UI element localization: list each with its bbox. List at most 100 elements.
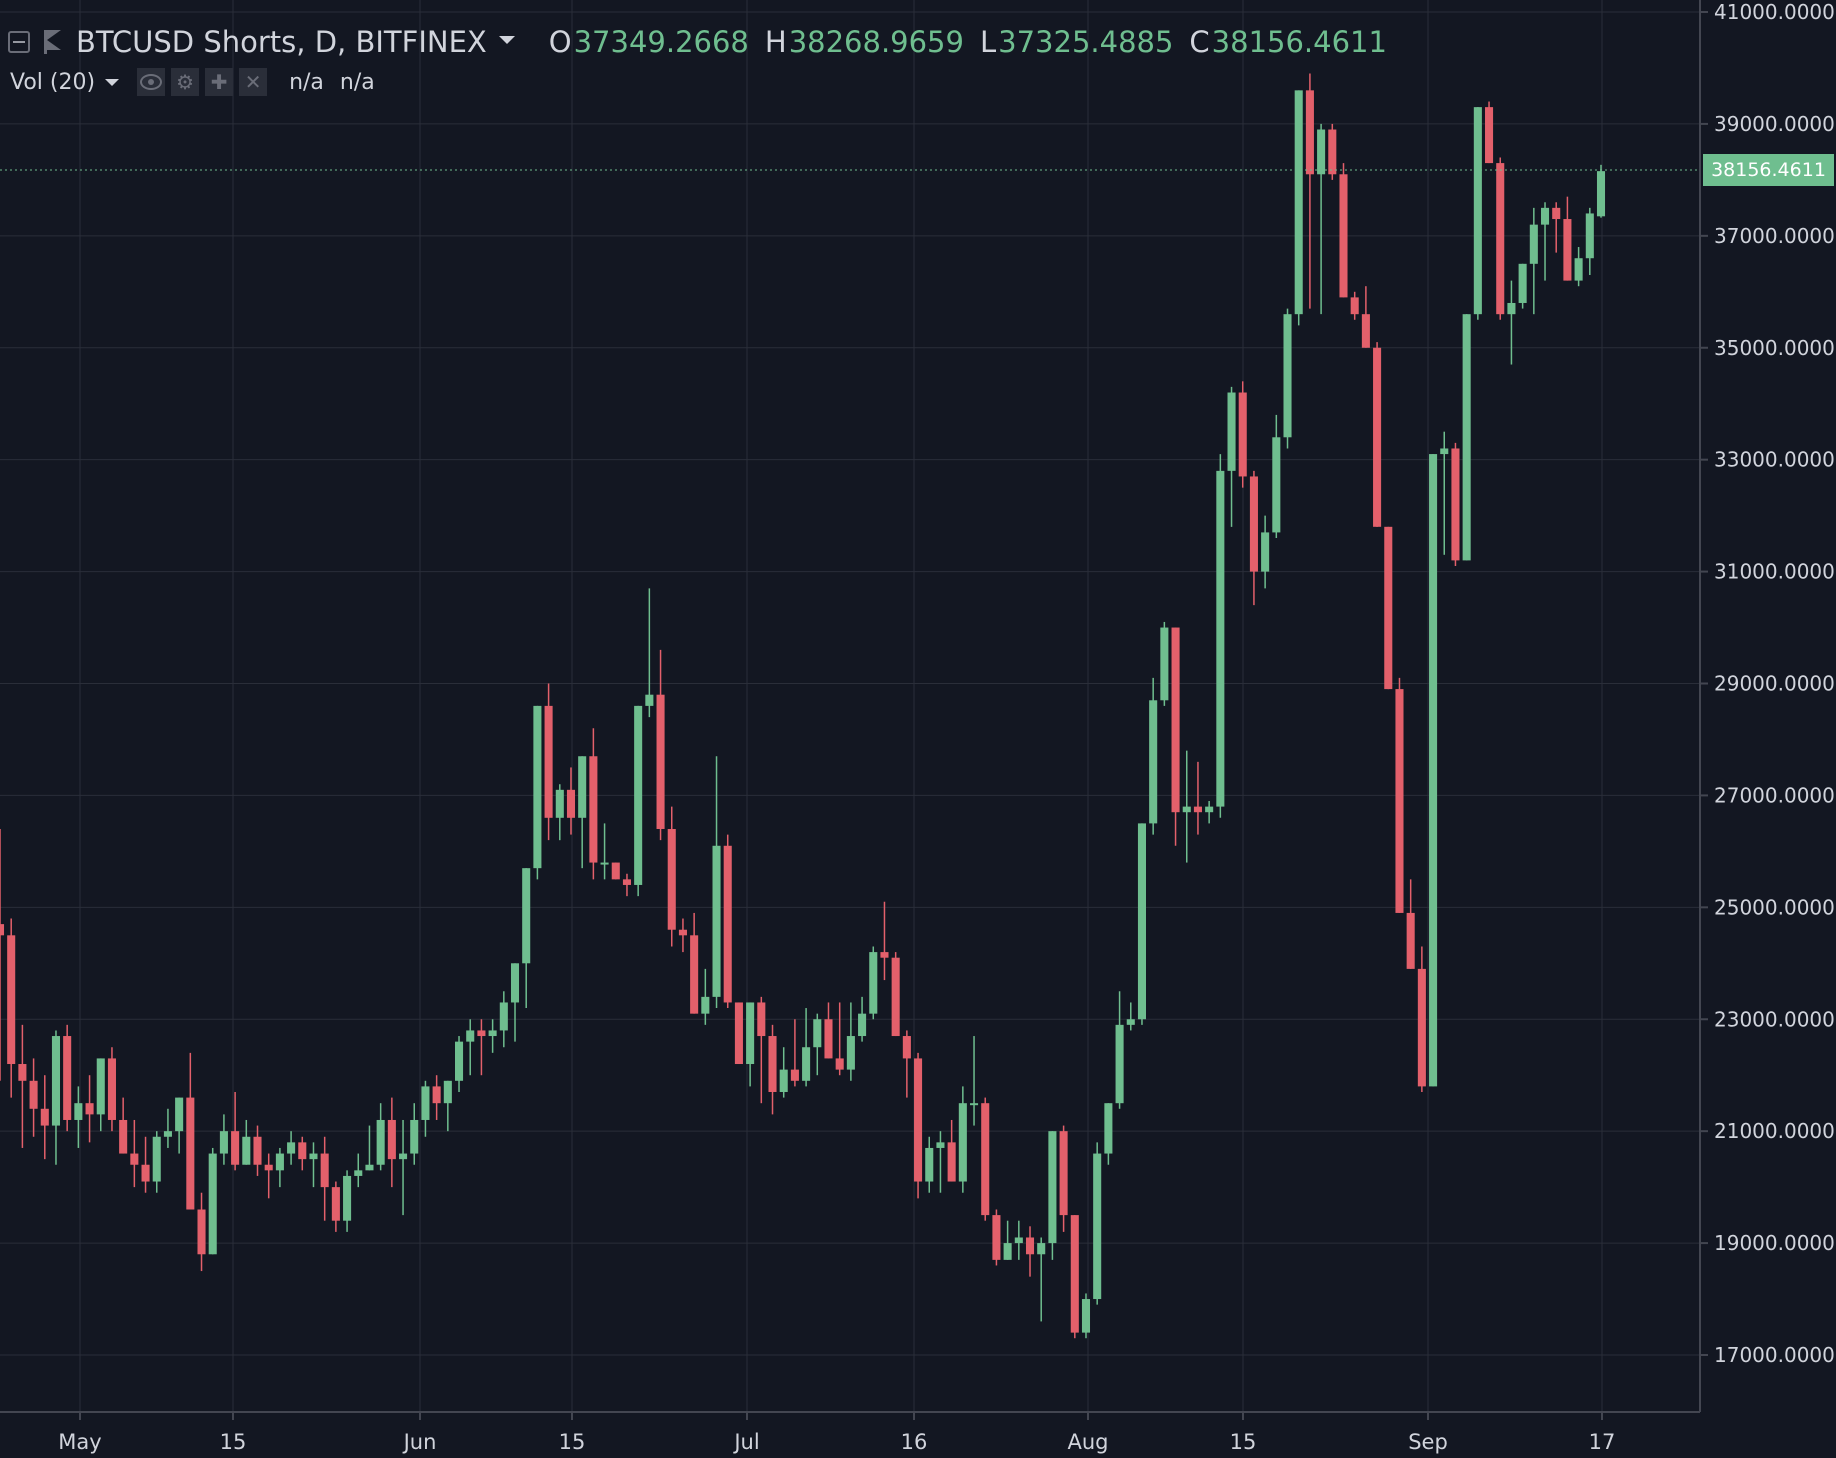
candle[interactable] <box>175 1097 184 1154</box>
candle[interactable] <box>992 1209 1001 1266</box>
candle[interactable] <box>208 1147 217 1255</box>
candle[interactable] <box>1473 107 1482 320</box>
candle[interactable] <box>734 1002 743 1065</box>
candle[interactable] <box>790 1019 799 1087</box>
candle[interactable] <box>936 1131 945 1193</box>
candle[interactable] <box>1149 677 1158 835</box>
time-axis[interactable]: May 15 Jun 15 Jul 16 Aug 15 Sep 17 <box>58 1412 1615 1454</box>
candle[interactable] <box>779 1047 788 1098</box>
candle[interactable] <box>1596 164 1606 218</box>
candle[interactable] <box>242 1119 251 1165</box>
candle[interactable] <box>1205 801 1214 824</box>
candle[interactable] <box>1462 314 1471 561</box>
candle[interactable] <box>399 1119 408 1216</box>
candle[interactable] <box>354 1153 363 1188</box>
candle[interactable] <box>477 1019 486 1076</box>
candle[interactable] <box>1507 280 1516 365</box>
candle[interactable] <box>1384 526 1393 690</box>
candle[interactable] <box>1137 823 1147 1025</box>
candle[interactable] <box>589 728 598 880</box>
candle[interactable] <box>119 1097 128 1154</box>
candle[interactable] <box>611 862 620 880</box>
candle[interactable] <box>880 901 889 981</box>
candle[interactable] <box>466 1019 475 1076</box>
candle[interactable] <box>130 1119 139 1188</box>
candle[interactable] <box>309 1142 318 1188</box>
candle[interactable] <box>85 1075 94 1143</box>
candle[interactable] <box>275 1147 284 1188</box>
candle[interactable] <box>1417 946 1426 1092</box>
candle[interactable] <box>846 1002 855 1081</box>
candle[interactable] <box>443 1080 452 1132</box>
candle[interactable] <box>1328 123 1337 180</box>
candle[interactable] <box>264 1153 273 1199</box>
candle[interactable] <box>1003 1220 1012 1260</box>
eye-icon[interactable] <box>137 68 166 96</box>
candle[interactable] <box>914 1052 923 1199</box>
symbol-title[interactable]: BTCUSD Shorts, D, BITFINEX <box>76 25 487 59</box>
candle[interactable] <box>40 1075 49 1160</box>
candle[interactable] <box>690 912 699 1014</box>
candle[interactable] <box>757 996 766 1104</box>
candle[interactable] <box>678 918 687 953</box>
candle[interactable] <box>958 1086 967 1193</box>
candle[interactable] <box>600 823 609 880</box>
candle[interactable] <box>1070 1215 1079 1339</box>
candle[interactable] <box>634 705 643 897</box>
candle[interactable] <box>925 1136 934 1193</box>
candle[interactable] <box>970 1036 979 1126</box>
candle[interactable] <box>1317 123 1326 315</box>
candle[interactable] <box>802 1008 811 1087</box>
candle[interactable] <box>1037 1237 1046 1322</box>
candle[interactable] <box>1238 381 1247 488</box>
candle[interactable] <box>667 806 676 947</box>
candle[interactable] <box>0 828 5 1081</box>
candle[interactable] <box>701 968 710 1025</box>
candle[interactable] <box>768 1024 777 1115</box>
candle[interactable] <box>1563 196 1572 281</box>
candle[interactable] <box>343 1170 352 1232</box>
candle[interactable] <box>891 952 900 1037</box>
candle[interactable] <box>1574 247 1583 287</box>
candle[interactable] <box>219 1114 228 1165</box>
candle[interactable] <box>287 1131 296 1165</box>
candle[interactable] <box>1496 157 1505 320</box>
candle[interactable] <box>813 1013 822 1076</box>
candle[interactable] <box>1451 442 1460 566</box>
candle[interactable] <box>869 946 878 1020</box>
candle[interactable] <box>1305 73 1314 309</box>
candle[interactable] <box>298 1136 307 1171</box>
candle[interactable] <box>723 834 732 1009</box>
price-axis[interactable]: 17000.0000 19000.0000 21000.0000 23000.0000… <box>1700 0 1835 1367</box>
candle[interactable] <box>746 1002 755 1087</box>
candle[interactable] <box>1283 308 1292 449</box>
candle[interactable] <box>432 1075 441 1120</box>
candle[interactable] <box>1093 1142 1102 1305</box>
candle[interactable] <box>1059 1125 1068 1232</box>
candle[interactable] <box>1216 454 1225 818</box>
candle[interactable] <box>186 1052 195 1210</box>
candle[interactable] <box>1585 207 1594 276</box>
candle[interactable] <box>981 1097 990 1221</box>
candle[interactable] <box>96 1058 105 1132</box>
candle[interactable] <box>365 1125 374 1171</box>
candle[interactable] <box>141 1136 150 1193</box>
candle[interactable] <box>1126 1002 1135 1031</box>
candle[interactable] <box>1171 627 1180 846</box>
candle[interactable] <box>410 1103 419 1165</box>
candle[interactable] <box>824 1002 833 1059</box>
candle[interactable] <box>1485 101 1494 164</box>
candle[interactable] <box>1081 1293 1091 1339</box>
candles[interactable] <box>0 73 1606 1339</box>
candle[interactable] <box>1272 414 1281 539</box>
candle[interactable] <box>331 1181 340 1232</box>
candle[interactable] <box>566 767 576 835</box>
chevron-down-icon[interactable] <box>105 78 120 86</box>
candle[interactable] <box>858 996 867 1042</box>
candle[interactable] <box>197 1192 206 1272</box>
candle[interactable] <box>1025 1226 1035 1277</box>
candle[interactable] <box>499 991 508 1048</box>
candle[interactable] <box>18 1024 27 1148</box>
plus-icon[interactable]: ✚ <box>205 68 234 96</box>
candle[interactable] <box>656 649 665 841</box>
